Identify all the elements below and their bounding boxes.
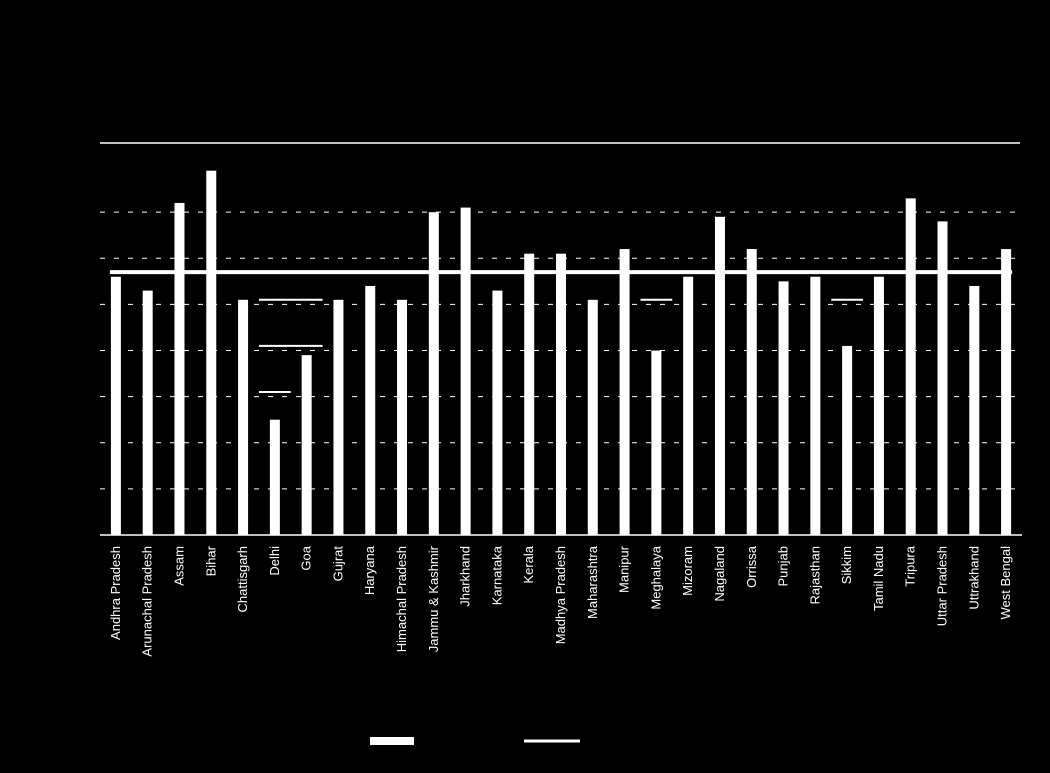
x-tick-label: Tripura <box>903 545 918 586</box>
bar <box>556 253 566 535</box>
x-tick-label: Mizoram <box>680 546 695 596</box>
bar <box>810 276 821 535</box>
bar <box>651 350 662 535</box>
bar <box>397 299 408 535</box>
bar <box>905 198 916 535</box>
bar <box>365 285 376 535</box>
x-tick-label: Jammu & Kashmir <box>426 545 441 652</box>
bar <box>683 276 694 535</box>
x-tick-label: Meghalaya <box>648 545 663 609</box>
bar <box>333 299 344 535</box>
bar <box>969 285 980 535</box>
bar <box>1001 249 1012 535</box>
bar <box>746 249 757 535</box>
x-tick-label: Chattisgarh <box>235 546 250 612</box>
x-tick-label: Himachal Pradesh <box>394 546 409 652</box>
bar <box>142 290 153 535</box>
legend-swatch-bar <box>370 737 414 745</box>
x-tick-label: Delhi <box>267 546 282 576</box>
x-tick-label: Sikkim <box>839 546 854 584</box>
x-tick-label: Uttrakhand <box>966 546 981 610</box>
bar <box>842 345 853 535</box>
legend <box>370 737 580 745</box>
x-tick-label: Karnataka <box>489 545 504 605</box>
bar <box>873 276 884 535</box>
x-tick-label: Arunachal Pradesh <box>140 546 155 657</box>
bar <box>174 202 185 535</box>
x-tick-labels: Andhra Pradesh Arunachal Pradesh Assam Biha… <box>108 545 1013 656</box>
bar <box>524 253 535 535</box>
x-tick-label: Punjab <box>776 546 791 586</box>
x-tick-label: Goa <box>299 545 314 570</box>
x-tick-label: Tamil Nadu <box>871 546 886 611</box>
x-tick-label: Madhya Pradesh <box>553 546 568 644</box>
x-tick-label: Rajasthan <box>807 546 822 605</box>
x-tick-label: Maharashtra <box>585 545 600 619</box>
x-tick-label: West Bengal <box>998 546 1013 620</box>
bar <box>238 299 249 535</box>
bar <box>460 207 471 536</box>
bar <box>428 212 439 536</box>
x-tick-label: Orrissa <box>744 545 759 588</box>
bar <box>110 276 121 535</box>
bar <box>492 290 503 535</box>
bars <box>110 170 1012 536</box>
x-tick-label: Andhra Pradesh <box>108 546 123 640</box>
x-tick-label: Gujrat <box>330 546 345 582</box>
bar <box>778 281 789 535</box>
bar <box>301 355 312 535</box>
x-tick-label: Nagaland <box>712 546 727 602</box>
x-tick-label: Haryana <box>362 545 377 595</box>
x-tick-label: Kerala <box>521 545 536 583</box>
bar <box>206 170 217 535</box>
sub-markers <box>258 298 864 394</box>
x-tick-label: Uttar Pradesh <box>935 546 950 626</box>
bar <box>937 221 948 535</box>
x-tick-label: Assam <box>171 546 186 586</box>
x-tick-label: Manipur <box>617 545 632 593</box>
x-tick-label: Bihar <box>203 545 218 576</box>
bar <box>619 249 630 535</box>
bar <box>714 216 725 535</box>
bar <box>587 299 598 535</box>
bar <box>269 419 280 535</box>
x-tick-label: Jharkhand <box>458 546 473 607</box>
